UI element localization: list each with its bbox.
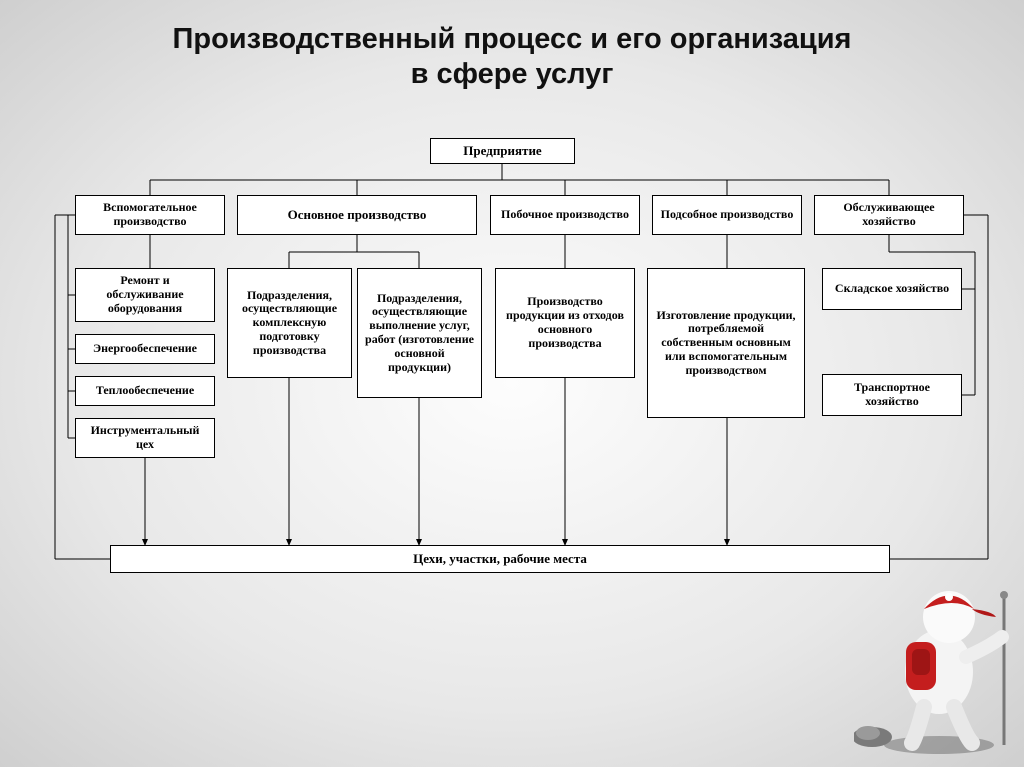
main-left: Подразделения, осуществляющие комплексну… [227, 268, 352, 378]
node-root: Предприятие [430, 138, 575, 164]
aux-b2: Энергообеспечение [75, 334, 215, 364]
subsid-b: Изготовление продукции, потребляемой соб… [647, 268, 805, 418]
bottom-box: Цехи, участки, рабочие места [110, 545, 890, 573]
side-b: Производство продукции из отходов основн… [495, 268, 635, 378]
node-serv: Обслуживающее хозяйство [814, 195, 964, 235]
title-line2: в сфере услуг [0, 57, 1024, 92]
serv-b2: Транспортное хозяйство [822, 374, 962, 416]
aux-b1: Ремонт и обслуживание оборудования [75, 268, 215, 322]
aux-b3: Теплообеспечение [75, 376, 215, 406]
aux-b4: Инструментальный цех [75, 418, 215, 458]
node-side: Побочное производство [490, 195, 640, 235]
page-title: Производственный процесс и его организац… [0, 22, 1024, 92]
title-line1: Производственный процесс и его организац… [0, 22, 1024, 57]
node-aux: Вспомогательное производство [75, 195, 225, 235]
mascot-illustration [854, 537, 1014, 757]
node-subsid: Подсобное производство [652, 195, 802, 235]
main-right: Подразделения, осуществляющие выполнение… [357, 268, 482, 398]
node-main: Основное производство [237, 195, 477, 235]
serv-b1: Складское хозяйство [822, 268, 962, 310]
